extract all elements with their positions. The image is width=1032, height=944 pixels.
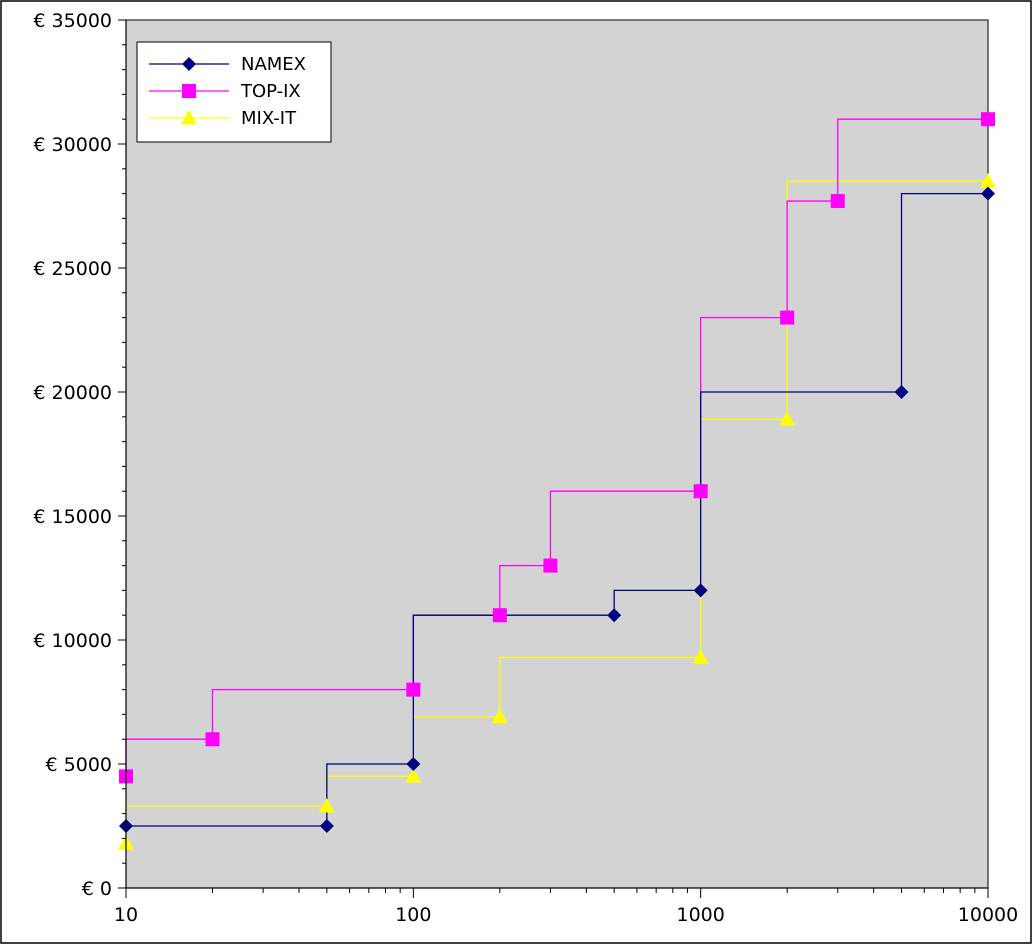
diamond-marker [319,819,334,833]
diamond-marker [406,757,421,771]
square-marker [205,732,220,747]
square-marker [492,608,507,623]
triangle-marker [692,649,709,664]
square-marker [693,484,708,499]
square-marker [830,194,845,209]
diamond-marker [894,385,909,399]
square-marker [981,112,995,127]
triangle-marker [491,708,508,724]
y-tick-label: € 10000 [33,630,112,652]
x-tick-label: 10000 [958,904,1018,926]
y-tick-label: € 0 [82,878,112,900]
legend-label: MIX-IT [241,108,297,129]
y-tick-label: € 20000 [33,382,112,404]
y-tick-label: € 25000 [33,258,112,280]
square-marker [182,84,196,98]
legend-entry-namex: NAMEX [149,54,306,75]
legend-entry-mix-it: MIX-IT [149,108,297,129]
series-markers-mix-it [118,173,996,850]
diamond-marker [981,186,995,201]
y-tick-label: € 5000 [46,754,112,776]
series-markers-top-ix [119,112,995,784]
square-marker [780,310,795,325]
x-tick-label: 10 [114,904,138,926]
legend-entry-top-ix: TOP-IX [149,81,301,102]
triangle-marker [405,768,422,783]
triangle-marker [980,173,996,188]
x-tick-label: 1000 [676,904,724,926]
diamond-marker [693,583,708,598]
plot-area [125,19,989,889]
triangle-marker [779,411,796,426]
legend-label: NAMEX [241,54,306,75]
legend: NAMEX TOP-IX MIX-IT [136,41,332,143]
square-marker [406,682,421,697]
triangle-marker [181,110,197,125]
legend-label: TOP-IX [240,81,301,102]
diamond-marker [607,608,622,623]
axes-layer: € 0 € 5000 € 10000 € 15000 € 20000 € 25000 € 3… [33,10,1018,926]
series-layer [118,112,996,850]
y-tick-label: € 15000 [33,506,112,528]
x-tick-label: 100 [395,904,431,926]
triangle-marker [318,798,335,813]
y-tick-label: € 35000 [33,10,112,32]
y-tick-label: € 30000 [33,134,112,156]
series-line-namex [126,192,988,827]
square-marker [543,558,558,573]
legend-box [136,41,332,143]
diamond-marker [182,57,196,71]
